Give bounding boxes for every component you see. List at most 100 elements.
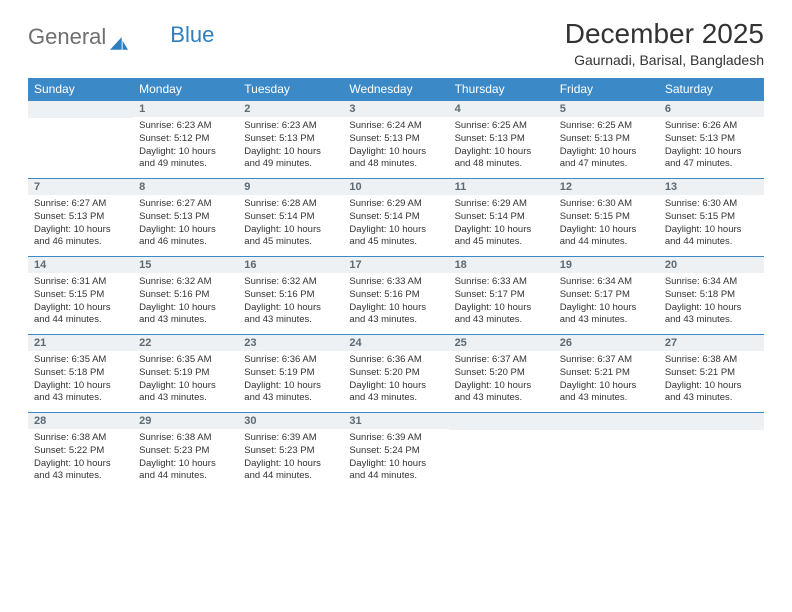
day-details: Sunrise: 6:28 AMSunset: 5:14 PMDaylight:… — [238, 195, 343, 253]
calendar-cell: 28Sunrise: 6:38 AMSunset: 5:22 PMDayligh… — [28, 413, 133, 491]
sunrise-text: Sunrise: 6:38 AM — [34, 432, 127, 444]
daylight-text: Daylight: 10 hours and 43 minutes. — [455, 380, 548, 404]
day-number: 30 — [238, 413, 343, 429]
calendar-cell: 27Sunrise: 6:38 AMSunset: 5:21 PMDayligh… — [659, 335, 764, 413]
day-details: Sunrise: 6:29 AMSunset: 5:14 PMDaylight:… — [343, 195, 448, 253]
daylight-text: Daylight: 10 hours and 43 minutes. — [665, 302, 758, 326]
day-number: 13 — [659, 179, 764, 195]
calendar-cell: 18Sunrise: 6:33 AMSunset: 5:17 PMDayligh… — [449, 257, 554, 335]
daylight-text: Daylight: 10 hours and 43 minutes. — [244, 380, 337, 404]
day-number: 23 — [238, 335, 343, 351]
sunset-text: Sunset: 5:16 PM — [139, 289, 232, 301]
weekday-header: Friday — [554, 78, 659, 101]
sunrise-text: Sunrise: 6:37 AM — [560, 354, 653, 366]
calendar-cell — [659, 413, 764, 491]
day-details: Sunrise: 6:27 AMSunset: 5:13 PMDaylight:… — [133, 195, 238, 253]
day-number: 8 — [133, 179, 238, 195]
day-number: 25 — [449, 335, 554, 351]
day-details: Sunrise: 6:35 AMSunset: 5:19 PMDaylight:… — [133, 351, 238, 409]
daylight-text: Daylight: 10 hours and 44 minutes. — [349, 458, 442, 482]
sunrise-text: Sunrise: 6:25 AM — [455, 120, 548, 132]
sunrise-text: Sunrise: 6:29 AM — [349, 198, 442, 210]
daylight-text: Daylight: 10 hours and 48 minutes. — [349, 146, 442, 170]
title-block: December 2025 Gaurnadi, Barisal, Banglad… — [565, 18, 764, 68]
day-number — [28, 101, 133, 118]
calendar-cell: 13Sunrise: 6:30 AMSunset: 5:15 PMDayligh… — [659, 179, 764, 257]
sunset-text: Sunset: 5:15 PM — [560, 211, 653, 223]
day-details: Sunrise: 6:23 AMSunset: 5:12 PMDaylight:… — [133, 117, 238, 175]
sunset-text: Sunset: 5:18 PM — [665, 289, 758, 301]
day-number: 27 — [659, 335, 764, 351]
sunset-text: Sunset: 5:22 PM — [34, 445, 127, 457]
day-details: Sunrise: 6:29 AMSunset: 5:14 PMDaylight:… — [449, 195, 554, 253]
day-number: 1 — [133, 101, 238, 117]
sunset-text: Sunset: 5:20 PM — [349, 367, 442, 379]
day-details: Sunrise: 6:25 AMSunset: 5:13 PMDaylight:… — [449, 117, 554, 175]
daylight-text: Daylight: 10 hours and 43 minutes. — [560, 302, 653, 326]
day-number: 11 — [449, 179, 554, 195]
sunset-text: Sunset: 5:23 PM — [139, 445, 232, 457]
day-details: Sunrise: 6:38 AMSunset: 5:21 PMDaylight:… — [659, 351, 764, 409]
day-number: 5 — [554, 101, 659, 117]
sunset-text: Sunset: 5:14 PM — [244, 211, 337, 223]
day-details: Sunrise: 6:32 AMSunset: 5:16 PMDaylight:… — [133, 273, 238, 331]
sunset-text: Sunset: 5:14 PM — [455, 211, 548, 223]
sunrise-text: Sunrise: 6:29 AM — [455, 198, 548, 210]
daylight-text: Daylight: 10 hours and 43 minutes. — [139, 302, 232, 326]
calendar-cell: 15Sunrise: 6:32 AMSunset: 5:16 PMDayligh… — [133, 257, 238, 335]
daylight-text: Daylight: 10 hours and 44 minutes. — [139, 458, 232, 482]
calendar-cell: 5Sunrise: 6:25 AMSunset: 5:13 PMDaylight… — [554, 101, 659, 179]
calendar-cell: 16Sunrise: 6:32 AMSunset: 5:16 PMDayligh… — [238, 257, 343, 335]
sunset-text: Sunset: 5:21 PM — [560, 367, 653, 379]
sunrise-text: Sunrise: 6:36 AM — [349, 354, 442, 366]
day-number: 21 — [28, 335, 133, 351]
day-details: Sunrise: 6:24 AMSunset: 5:13 PMDaylight:… — [343, 117, 448, 175]
day-number: 16 — [238, 257, 343, 273]
sunrise-text: Sunrise: 6:30 AM — [665, 198, 758, 210]
daylight-text: Daylight: 10 hours and 45 minutes. — [455, 224, 548, 248]
daylight-text: Daylight: 10 hours and 44 minutes. — [665, 224, 758, 248]
daylight-text: Daylight: 10 hours and 43 minutes. — [349, 302, 442, 326]
weekday-header: Wednesday — [343, 78, 448, 101]
day-number: 15 — [133, 257, 238, 273]
calendar-cell — [449, 413, 554, 491]
sunrise-text: Sunrise: 6:36 AM — [244, 354, 337, 366]
daylight-text: Daylight: 10 hours and 43 minutes. — [244, 302, 337, 326]
sunset-text: Sunset: 5:17 PM — [560, 289, 653, 301]
calendar-cell: 10Sunrise: 6:29 AMSunset: 5:14 PMDayligh… — [343, 179, 448, 257]
calendar-cell: 26Sunrise: 6:37 AMSunset: 5:21 PMDayligh… — [554, 335, 659, 413]
sunrise-text: Sunrise: 6:35 AM — [139, 354, 232, 366]
sunrise-text: Sunrise: 6:33 AM — [455, 276, 548, 288]
daylight-text: Daylight: 10 hours and 46 minutes. — [139, 224, 232, 248]
daylight-text: Daylight: 10 hours and 47 minutes. — [560, 146, 653, 170]
sunrise-text: Sunrise: 6:37 AM — [455, 354, 548, 366]
day-number: 14 — [28, 257, 133, 273]
day-details: Sunrise: 6:33 AMSunset: 5:17 PMDaylight:… — [449, 273, 554, 331]
daylight-text: Daylight: 10 hours and 43 minutes. — [665, 380, 758, 404]
calendar-row: 21Sunrise: 6:35 AMSunset: 5:18 PMDayligh… — [28, 335, 764, 413]
day-number: 9 — [238, 179, 343, 195]
calendar-cell: 4Sunrise: 6:25 AMSunset: 5:13 PMDaylight… — [449, 101, 554, 179]
day-number: 26 — [554, 335, 659, 351]
sunset-text: Sunset: 5:13 PM — [560, 133, 653, 145]
sunrise-text: Sunrise: 6:34 AM — [560, 276, 653, 288]
calendar-row: 28Sunrise: 6:38 AMSunset: 5:22 PMDayligh… — [28, 413, 764, 491]
weekday-header: Thursday — [449, 78, 554, 101]
calendar-cell: 23Sunrise: 6:36 AMSunset: 5:19 PMDayligh… — [238, 335, 343, 413]
calendar-body: 1Sunrise: 6:23 AMSunset: 5:12 PMDaylight… — [28, 101, 764, 491]
daylight-text: Daylight: 10 hours and 48 minutes. — [455, 146, 548, 170]
day-details: Sunrise: 6:30 AMSunset: 5:15 PMDaylight:… — [554, 195, 659, 253]
sunset-text: Sunset: 5:16 PM — [349, 289, 442, 301]
sunset-text: Sunset: 5:12 PM — [139, 133, 232, 145]
sunset-text: Sunset: 5:20 PM — [455, 367, 548, 379]
calendar-cell: 17Sunrise: 6:33 AMSunset: 5:16 PMDayligh… — [343, 257, 448, 335]
day-details: Sunrise: 6:39 AMSunset: 5:24 PMDaylight:… — [343, 429, 448, 487]
sunrise-text: Sunrise: 6:34 AM — [665, 276, 758, 288]
sunset-text: Sunset: 5:19 PM — [139, 367, 232, 379]
weekday-header: Sunday — [28, 78, 133, 101]
sunset-text: Sunset: 5:23 PM — [244, 445, 337, 457]
sunrise-text: Sunrise: 6:33 AM — [349, 276, 442, 288]
day-details: Sunrise: 6:36 AMSunset: 5:19 PMDaylight:… — [238, 351, 343, 409]
sunrise-text: Sunrise: 6:27 AM — [139, 198, 232, 210]
day-details: Sunrise: 6:35 AMSunset: 5:18 PMDaylight:… — [28, 351, 133, 409]
